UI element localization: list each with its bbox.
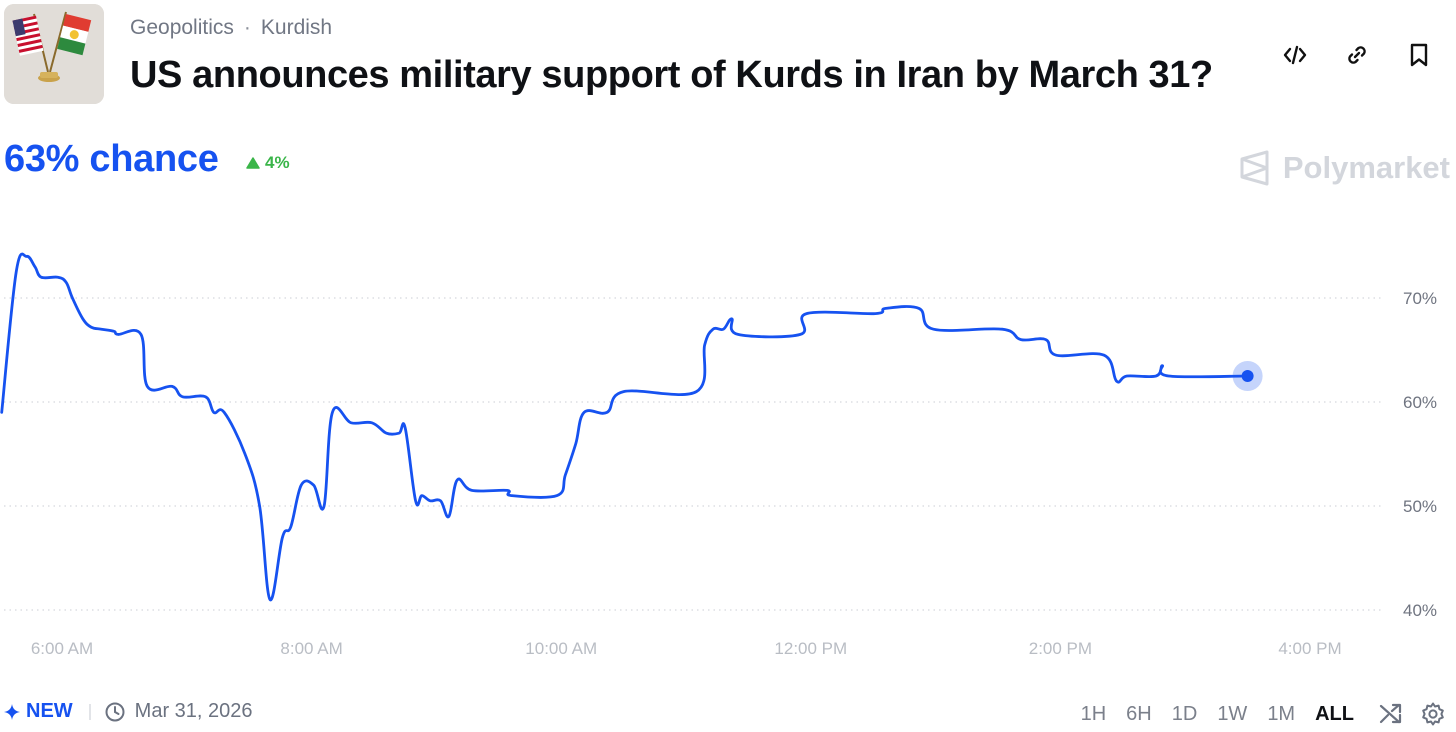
- gear-icon: [1422, 702, 1444, 726]
- clock-icon: [105, 702, 125, 721]
- x-tick-label: 10:00 AM: [525, 639, 597, 658]
- range-1m[interactable]: 1M: [1267, 702, 1296, 725]
- time-range-selector: 1H 6H 1D 1W 1M ALL: [1071, 700, 1448, 728]
- chart-grid: [4, 297, 1384, 611]
- copy-link-button[interactable]: [1338, 36, 1376, 74]
- polymarket-logo-icon: [1240, 150, 1269, 186]
- shuffle-icon: [1379, 703, 1402, 724]
- embed-code-icon: [1283, 45, 1307, 65]
- series-line: [0, 252, 1249, 602]
- footer-left: NEW Mar 31, 2026: [4, 700, 253, 723]
- market-actions: [1276, 36, 1438, 74]
- triangle-up-icon: [246, 157, 260, 169]
- range-1h[interactable]: 1H: [1080, 702, 1107, 725]
- x-tick-label: 4:00 PM: [1278, 639, 1341, 658]
- delta-value: 4%: [265, 153, 290, 172]
- chance-label: 63% chance: [4, 138, 219, 180]
- range-1d[interactable]: 1D: [1171, 702, 1198, 725]
- range-6h[interactable]: 6H: [1126, 702, 1152, 725]
- y-tick-label: 70%: [1403, 289, 1437, 308]
- x-tick-label: 2:00 PM: [1029, 639, 1092, 658]
- x-axis: 6:00 AM 8:00 AM 10:00 AM 12:00 PM 2:00 PM 4:0…: [31, 639, 1342, 658]
- market-thumbnail: [4, 4, 104, 104]
- range-all[interactable]: ALL: [1315, 702, 1354, 725]
- new-button[interactable]: NEW: [4, 700, 73, 723]
- y-tick-label: 50%: [1403, 497, 1437, 516]
- probability-delta: 4%: [246, 153, 290, 173]
- range-1w[interactable]: 1W: [1217, 702, 1248, 725]
- x-tick-label: 8:00 AM: [280, 639, 342, 658]
- price-chart[interactable]: 70% 60% 50% 40% 6:00 AM 8:00 AM 10:00 AM 12:00…: [0, 200, 1456, 670]
- market-title: US announces military support of Kurds i…: [130, 54, 1213, 96]
- y-axis: 70% 60% 50% 40%: [1403, 289, 1437, 620]
- breadcrumb-geopolitics[interactable]: Geopolitics: [130, 16, 234, 39]
- x-tick-label: 12:00 PM: [774, 639, 847, 658]
- footer-divider: [88, 703, 91, 720]
- sparkle-icon: [4, 703, 20, 720]
- new-label: NEW: [26, 700, 73, 722]
- brand-name: Polymarket: [1282, 150, 1450, 185]
- y-tick-label: 40%: [1403, 601, 1437, 620]
- breadcrumb-separator: ·: [243, 16, 251, 39]
- x-tick-label: 6:00 AM: [31, 639, 93, 658]
- bookmark-icon: [1410, 43, 1428, 67]
- brand-watermark: Polymarket: [1239, 150, 1450, 186]
- breadcrumb-kurdish[interactable]: Kurdish: [260, 16, 333, 39]
- shuffle-button[interactable]: [1376, 700, 1406, 728]
- link-icon: [1348, 46, 1366, 64]
- date-label: Mar 31, 2026: [134, 700, 253, 722]
- flags-image: [4, 4, 104, 104]
- breadcrumb: Geopolitics · Kurdish: [130, 16, 332, 40]
- end-marker[interactable]: [1241, 370, 1254, 382]
- embed-code-button[interactable]: [1276, 36, 1314, 74]
- y-tick-label: 60%: [1403, 393, 1437, 412]
- settings-button[interactable]: [1418, 700, 1448, 728]
- end-date: Mar 31, 2026: [105, 700, 253, 723]
- bookmark-button[interactable]: [1400, 36, 1438, 74]
